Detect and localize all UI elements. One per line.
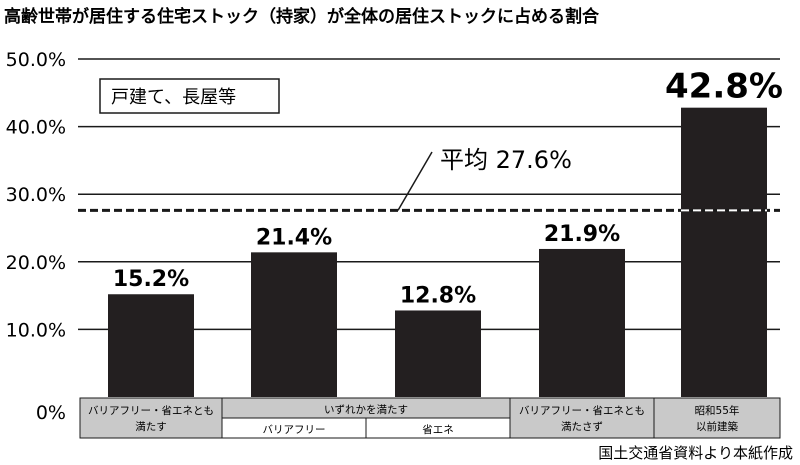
legend-label: 戸建て、長屋等 — [111, 87, 236, 108]
value-labels: 15.2% 21.4% 12.8% 21.9% 42.8% — [113, 67, 783, 309]
category-label-1-line2: 満たす — [135, 421, 167, 433]
y-tick-label: 40.0% — [6, 117, 66, 139]
legend-box: 戸建て、長屋等 — [99, 78, 280, 114]
category-table: バリアフリー・省エネとも 満たす いずれかを満たす バリアフリー 省エネ バリア… — [79, 397, 781, 439]
bar-value-label: 42.8% — [665, 67, 783, 107]
bar — [251, 252, 337, 397]
average-line-group: 平均 27.6% — [78, 146, 780, 212]
category-label-4-line1: バリアフリー・省エネとも — [519, 404, 645, 417]
category-sub-label-1: バリアフリー — [263, 424, 326, 436]
category-label-1-line1: バリアフリー・省エネとも — [88, 404, 214, 417]
y-tick-label: 30.0% — [6, 184, 66, 206]
y-tick-label: 20.0% — [6, 252, 66, 274]
chart-title: 高齢世帯が居住する住宅ストック（持家）が全体の居住ストックに占める割合 — [4, 6, 600, 27]
bar — [108, 294, 194, 397]
category-sub-label-2: 省エネ — [422, 423, 454, 436]
average-label: 平均 27.6% — [440, 146, 572, 174]
category-label-4-line2: 満たさず — [561, 421, 603, 433]
bar — [539, 248, 625, 397]
bar-value-label: 21.9% — [544, 222, 620, 247]
category-group-label: いずれかを満たす — [324, 404, 408, 416]
category-label-5-line2: 以前建築 — [696, 420, 738, 433]
bar — [395, 310, 481, 397]
bar-value-label: 21.4% — [256, 225, 332, 250]
bar-value-label: 12.8% — [400, 283, 476, 308]
y-tick-label: 0% — [36, 402, 66, 424]
source-note: 国土交通省資料より本紙作成 — [598, 444, 793, 462]
y-tick-label: 10.0% — [6, 319, 66, 341]
bar-value-label: 15.2% — [113, 267, 189, 292]
average-leader-line — [397, 151, 433, 211]
bars — [108, 107, 767, 397]
y-axis-ticks: 0% 10.0% 20.0% 30.0% 40.0% 50.0% — [6, 49, 66, 424]
y-tick-label: 50.0% — [6, 49, 66, 71]
bar — [681, 107, 767, 397]
category-label-5-line1: 昭和55年 — [695, 404, 740, 417]
gridlines — [78, 58, 780, 331]
